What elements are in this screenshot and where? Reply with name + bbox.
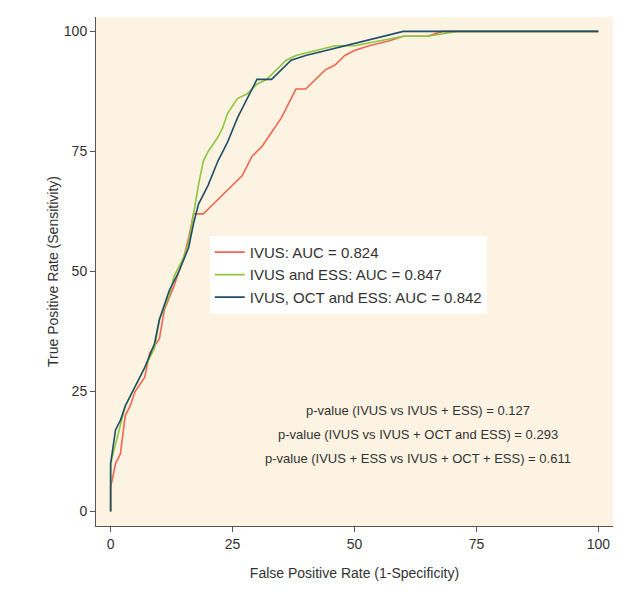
svg-text:100: 100: [587, 536, 611, 552]
svg-text:75: 75: [72, 143, 88, 159]
svg-text:IVUS: AUC = 0.824: IVUS: AUC = 0.824: [250, 244, 379, 261]
svg-text:p-value (IVUS vs IVUS + OCT an: p-value (IVUS vs IVUS + OCT and ESS) = 0…: [278, 427, 558, 442]
svg-text:25: 25: [225, 536, 241, 552]
svg-text:25: 25: [72, 383, 88, 399]
svg-text:False Positive Rate (1-Specifi: False Positive Rate (1-Specificity): [250, 565, 459, 581]
svg-text:75: 75: [469, 536, 485, 552]
svg-text:50: 50: [347, 536, 363, 552]
svg-text:IVUS and ESS: AUC = 0.847: IVUS and ESS: AUC = 0.847: [250, 266, 442, 283]
svg-text:IVUS, OCT and ESS: AUC = 0.842: IVUS, OCT and ESS: AUC = 0.842: [250, 289, 482, 306]
svg-text:50: 50: [72, 263, 88, 279]
svg-text:p-value (IVUS + ESS vs IVUS +: p-value (IVUS + ESS vs IVUS + OCT + ESS)…: [265, 451, 571, 466]
svg-text:0: 0: [79, 503, 87, 519]
svg-text:0: 0: [107, 536, 115, 552]
svg-text:True Positive Rate (Sensitivit: True Positive Rate (Sensitivity): [45, 176, 61, 367]
svg-text:100: 100: [64, 23, 88, 39]
svg-text:p-value (IVUS vs IVUS + ESS) =: p-value (IVUS vs IVUS + ESS) = 0.127: [306, 403, 530, 418]
